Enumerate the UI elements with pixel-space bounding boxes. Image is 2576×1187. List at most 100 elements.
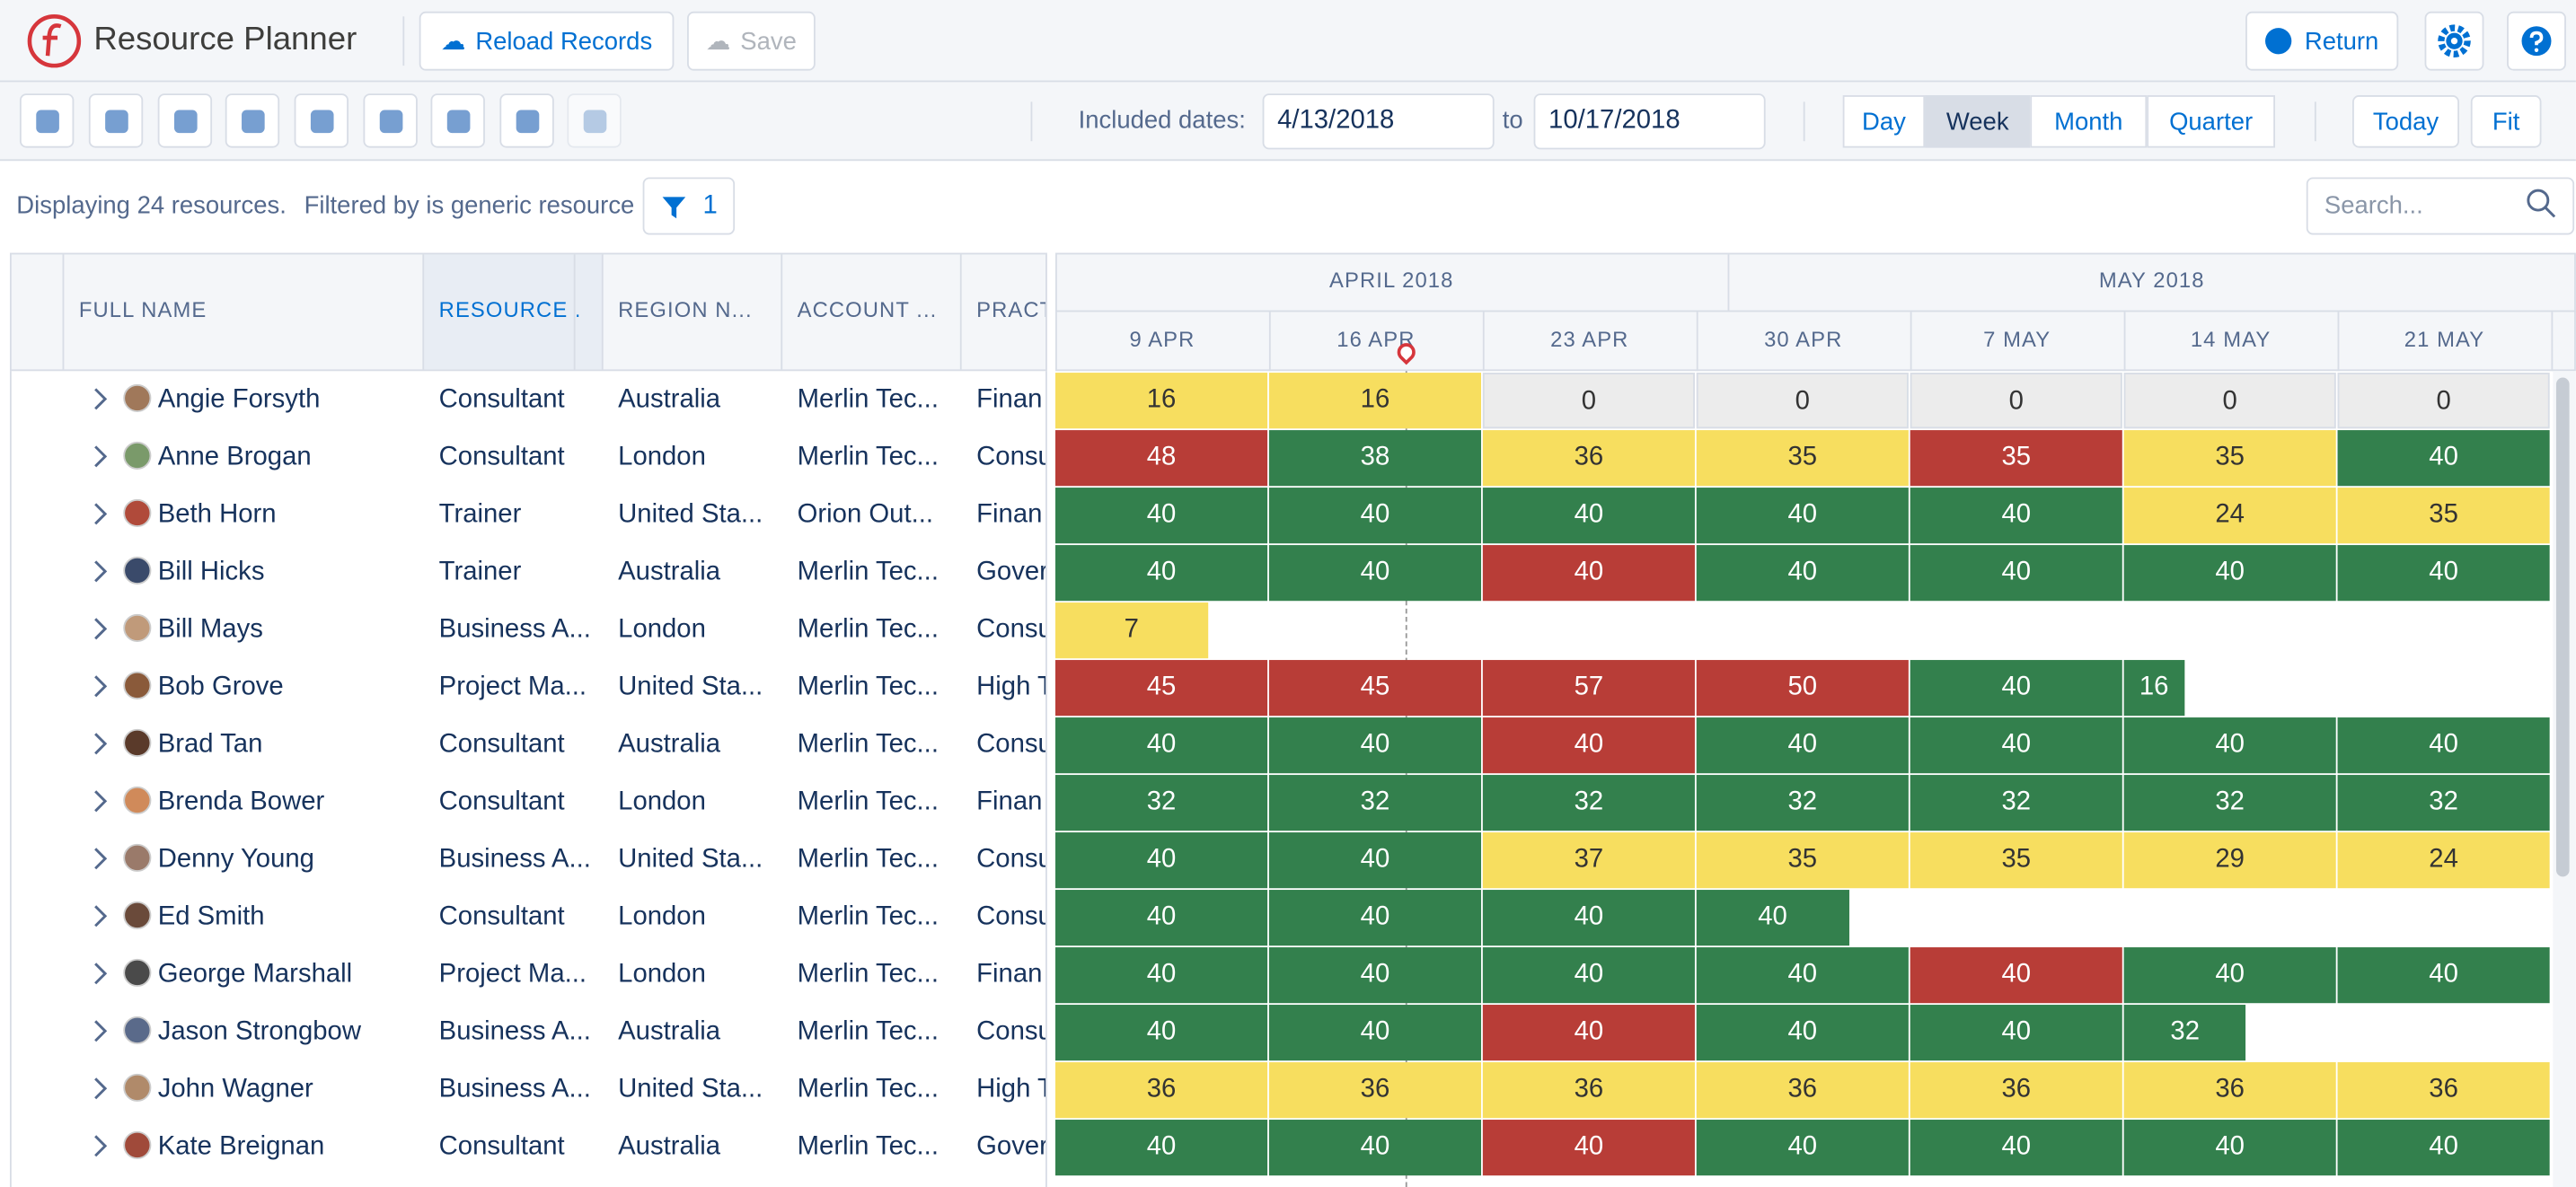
return-button[interactable]: Return: [2245, 11, 2399, 71]
allocation-cell[interactable]: 0: [2337, 372, 2550, 428]
column-header[interactable]: REGION N...: [618, 296, 753, 322]
expand-chevron[interactable]: [92, 618, 108, 641]
resource-name[interactable]: John Wagner: [157, 1075, 313, 1103]
allocation-cell[interactable]: 48: [1054, 429, 1268, 486]
allocation-cell[interactable]: 32: [1054, 774, 1268, 831]
allocation-cell[interactable]: 40: [1054, 1119, 1268, 1175]
tool-button[interactable]: [430, 93, 485, 148]
allocation-cell[interactable]: 40: [1268, 946, 1482, 1003]
tool-button[interactable]: [294, 93, 349, 148]
allocation-cell[interactable]: 0: [1482, 372, 1695, 428]
column-header[interactable]: ACCOUNT ...: [797, 296, 938, 322]
allocation-cell[interactable]: 36: [1910, 1061, 2122, 1118]
allocation-cell[interactable]: 40: [2123, 717, 2336, 773]
allocation-cell[interactable]: 40: [1696, 1119, 1909, 1175]
expand-chevron[interactable]: [92, 963, 108, 986]
allocation-cell[interactable]: 40: [2123, 544, 2336, 601]
resource-name[interactable]: Bill Hicks: [157, 558, 265, 586]
allocation-cell[interactable]: 36: [1482, 429, 1695, 486]
allocation-cell[interactable]: 16: [1268, 372, 1482, 428]
allocation-cell[interactable]: 40: [2123, 1119, 2336, 1175]
scrollbar-thumb[interactable]: [2555, 377, 2570, 877]
resource-name[interactable]: George Marshall: [157, 960, 353, 989]
allocation-cell[interactable]: 35: [1696, 831, 1909, 888]
allocation-cell[interactable]: 32: [2123, 774, 2336, 831]
allocation-cell[interactable]: 36: [1696, 1061, 1909, 1118]
expand-chevron[interactable]: [92, 1077, 108, 1100]
allocation-cell[interactable]: 40: [1910, 1119, 2122, 1175]
resource-name[interactable]: Brad Tan: [157, 730, 263, 759]
allocation-cell[interactable]: 40: [1482, 946, 1695, 1003]
save-button[interactable]: ☁ Save: [687, 11, 816, 71]
resource-name[interactable]: Bob Grove: [157, 673, 284, 701]
allocation-cell[interactable]: 40: [1696, 1004, 1909, 1060]
allocation-cell[interactable]: 40: [1054, 1004, 1268, 1060]
expand-chevron[interactable]: [92, 675, 108, 699]
reload-button[interactable]: ☁ Reload Records: [419, 11, 675, 71]
allocation-cell[interactable]: 40: [1054, 544, 1268, 601]
allocation-cell[interactable]: 40: [1910, 1004, 2122, 1060]
tool-button[interactable]: [363, 93, 418, 148]
allocation-cell[interactable]: 38: [1268, 429, 1482, 486]
allocation-cell[interactable]: 57: [1482, 659, 1695, 716]
expand-chevron[interactable]: [92, 1019, 108, 1042]
resource-name[interactable]: Angie Forsyth: [157, 385, 321, 414]
allocation-cell[interactable]: 32: [1268, 774, 1482, 831]
expand-chevron[interactable]: [92, 560, 108, 584]
column-header[interactable]: PRACT: [976, 296, 1045, 322]
allocation-cell[interactable]: 40: [1910, 946, 2122, 1003]
resource-name[interactable]: Bill Mays: [157, 615, 263, 644]
allocation-cell[interactable]: 45: [1054, 659, 1268, 716]
allocation-cell[interactable]: 40: [1696, 717, 1909, 773]
allocation-cell[interactable]: 16: [1054, 372, 1268, 428]
allocation-cell[interactable]: 40: [1268, 717, 1482, 773]
allocation-cell[interactable]: 32: [1482, 774, 1695, 831]
allocation-cell[interactable]: 40: [1268, 544, 1482, 601]
resource-name[interactable]: Anne Brogan: [157, 443, 312, 471]
allocation-cell[interactable]: 36: [2123, 1061, 2336, 1118]
expand-chevron[interactable]: [92, 388, 108, 411]
column-header[interactable]: RESOURCE ...: [438, 296, 579, 322]
allocation-cell[interactable]: 50: [1696, 659, 1909, 716]
allocation-cell[interactable]: 40: [1482, 487, 1695, 543]
fit-button[interactable]: Fit: [2470, 95, 2542, 148]
resource-name[interactable]: Ed Smith: [157, 902, 265, 931]
allocation-cell[interactable]: 45: [1268, 659, 1482, 716]
view-button[interactable]: Week: [1925, 95, 2031, 148]
allocation-cell[interactable]: 40: [1482, 717, 1695, 773]
allocation-cell[interactable]: 35: [2337, 487, 2550, 543]
allocation-cell[interactable]: 40: [1268, 1119, 1482, 1175]
view-button[interactable]: Day: [1842, 95, 1926, 148]
settings-button[interactable]: [2424, 11, 2484, 71]
expand-chevron[interactable]: [92, 1134, 108, 1157]
expand-chevron[interactable]: [92, 790, 108, 813]
allocation-cell[interactable]: 40: [1054, 946, 1268, 1003]
resource-name[interactable]: Beth Horn: [157, 500, 277, 529]
expand-chevron[interactable]: [92, 733, 108, 756]
tool-button[interactable]: [499, 93, 554, 148]
allocation-cell[interactable]: 35: [2123, 429, 2336, 486]
column-header[interactable]: FULL NAME: [78, 296, 207, 322]
add-button[interactable]: [19, 93, 75, 148]
allocation-cell[interactable]: 40: [1268, 889, 1482, 945]
allocation-cell[interactable]: 36: [2337, 1061, 2550, 1118]
allocation-cell[interactable]: 37: [1482, 831, 1695, 888]
allocation-cell[interactable]: 40: [1696, 946, 1909, 1003]
allocation-cell[interactable]: 7: [1054, 602, 1208, 658]
allocation-cell[interactable]: 40: [1054, 717, 1268, 773]
allocation-cell[interactable]: 36: [1054, 1061, 1268, 1118]
resource-name[interactable]: Denny Young: [157, 845, 314, 874]
allocation-cell[interactable]: 0: [1696, 372, 1909, 428]
allocation-cell[interactable]: 40: [1482, 889, 1695, 945]
allocation-cell[interactable]: 36: [1268, 1061, 1482, 1118]
tool-button[interactable]: [88, 93, 144, 148]
resource-name[interactable]: Kate Breignan: [157, 1132, 325, 1161]
allocation-cell[interactable]: 40: [2337, 946, 2550, 1003]
allocation-cell[interactable]: 40: [1054, 831, 1268, 888]
end-date-input[interactable]: 10/17/2018: [1533, 93, 1766, 150]
allocation-cell[interactable]: 16: [2123, 659, 2184, 716]
view-button[interactable]: Month: [2030, 95, 2148, 148]
allocation-cell[interactable]: 40: [2337, 717, 2550, 773]
allocation-cell[interactable]: 32: [2123, 1004, 2246, 1060]
expand-chevron[interactable]: [92, 848, 108, 871]
